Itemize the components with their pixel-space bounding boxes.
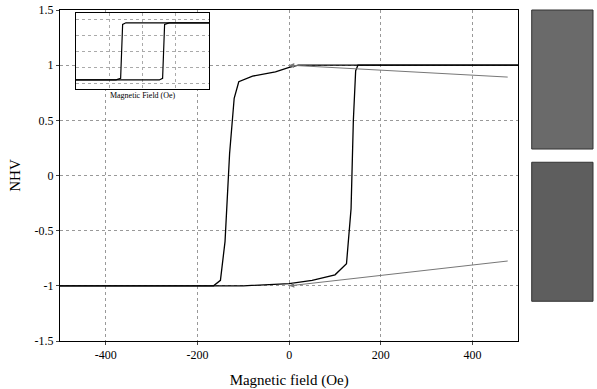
svg-text:0: 0 xyxy=(48,169,54,183)
svg-text:NHV: NHV xyxy=(7,159,23,192)
svg-text:Magnetic Field (Oe): Magnetic Field (Oe) xyxy=(110,91,176,100)
svg-text:200: 200 xyxy=(372,348,390,362)
svg-text:400: 400 xyxy=(464,348,482,362)
svg-text:0.5: 0.5 xyxy=(39,114,54,128)
svg-text:-200: -200 xyxy=(187,348,209,362)
svg-text:-1.5: -1.5 xyxy=(35,334,54,348)
svg-text:1: 1 xyxy=(48,58,54,72)
svg-text:-0.5: -0.5 xyxy=(35,224,54,238)
svg-text:0: 0 xyxy=(286,348,292,362)
svg-text:-400: -400 xyxy=(95,348,117,362)
svg-text:Magnetic field (Oe): Magnetic field (Oe) xyxy=(230,372,349,389)
svg-text:-1: -1 xyxy=(44,279,54,293)
svg-text:1.5: 1.5 xyxy=(39,3,54,17)
